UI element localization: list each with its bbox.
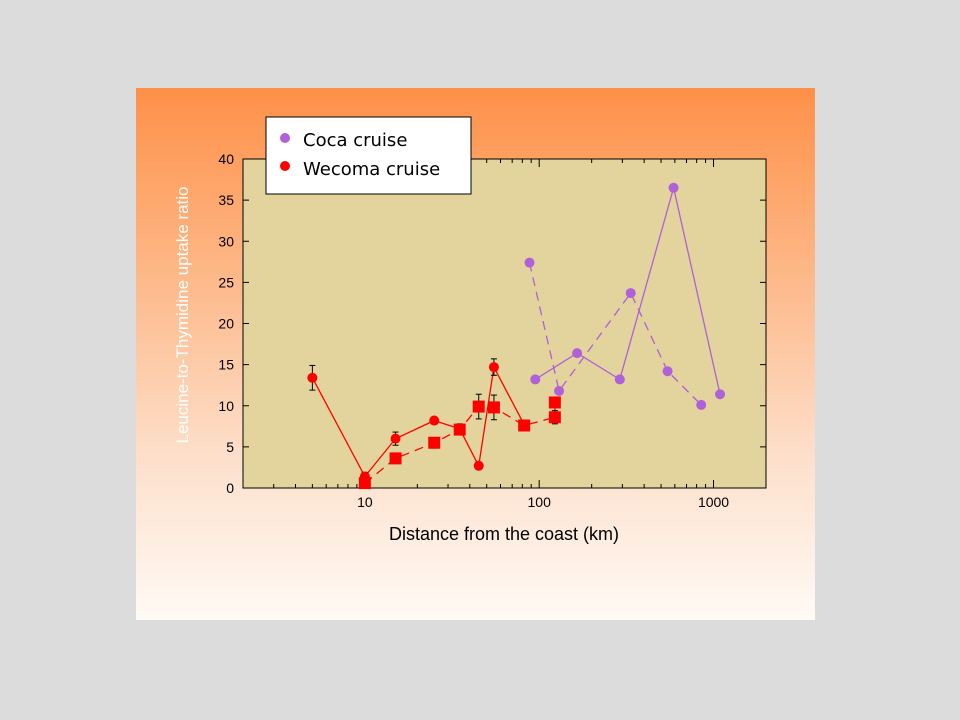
legend-label-wecoma: Wecoma cruise — [303, 159, 440, 180]
series-1 — [524, 257, 707, 410]
data-point — [548, 411, 561, 424]
y-tick-label: 25 — [218, 274, 234, 290]
data-point — [428, 436, 441, 449]
x-tick-label: 100 — [528, 494, 552, 510]
y-tick-label: 15 — [218, 357, 234, 373]
data-point — [518, 419, 531, 432]
data-point — [487, 401, 500, 414]
data-point — [696, 399, 707, 410]
legend-marker-coca — [280, 133, 290, 143]
data-point — [572, 348, 583, 359]
data-point — [390, 433, 401, 444]
legend-label-coca: Coca cruise — [303, 130, 407, 151]
data-point — [453, 423, 466, 436]
data-point — [548, 396, 561, 409]
series-layer — [307, 182, 726, 490]
line-chart: 0 5 10 15 20 25 30 35 40 10 100 1000 Distance from… — [173, 116, 767, 544]
data-point — [715, 389, 726, 400]
data-point — [307, 372, 318, 383]
data-point — [473, 460, 484, 471]
y-tick-label: 10 — [218, 398, 234, 414]
data-point — [614, 374, 625, 385]
data-point — [668, 182, 679, 193]
y-tick-label: 5 — [226, 439, 234, 455]
plot-area — [242, 158, 767, 489]
legend: Coca cruise Wecoma cruise — [265, 116, 472, 195]
y-tick-label: 40 — [218, 151, 234, 167]
data-point — [625, 288, 636, 299]
y-axis: 0 5 10 15 20 25 30 35 40 — [218, 151, 766, 496]
series-3 — [358, 393, 561, 490]
slide-background: 0 5 10 15 20 25 30 35 40 10 100 1000 Distance from… — [136, 88, 815, 620]
y-tick-label: 0 — [226, 480, 234, 496]
x-tick-label: 10 — [357, 494, 373, 510]
series-0 — [530, 182, 726, 400]
legend-box — [265, 116, 472, 195]
data-point — [488, 362, 499, 373]
y-tick-label: 20 — [218, 316, 234, 332]
series-line — [311, 365, 525, 478]
y-axis-label: Leucine-to-Thymidine uptake ratio — [173, 186, 192, 443]
data-point — [429, 415, 440, 426]
data-point — [389, 452, 402, 465]
x-tick-label: 1000 — [698, 494, 729, 510]
y-tick-label: 35 — [218, 192, 234, 208]
x-axis-label: Distance from the coast (km) — [389, 524, 619, 544]
data-point — [524, 257, 535, 268]
data-point — [358, 477, 371, 490]
y-tick-label: 30 — [218, 233, 234, 249]
data-point — [472, 400, 485, 413]
data-point — [554, 385, 565, 396]
legend-marker-wecoma — [280, 161, 290, 171]
data-point — [530, 374, 541, 385]
x-axis: 10 100 1000 — [273, 159, 729, 510]
data-point — [662, 366, 673, 377]
